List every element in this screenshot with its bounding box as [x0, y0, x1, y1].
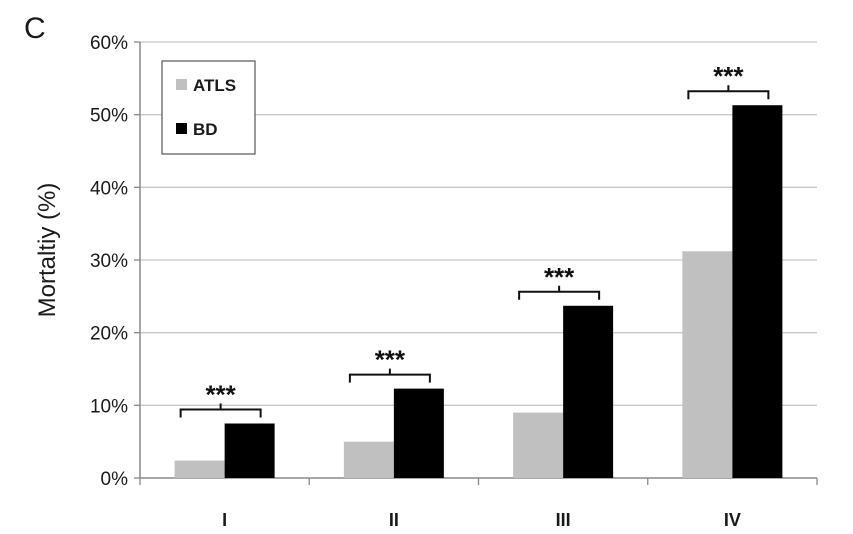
bars [174, 105, 783, 478]
significance-label: *** [205, 380, 236, 410]
y-tick-label: 10% [90, 396, 128, 417]
legend-swatch-atls [176, 79, 187, 90]
x-tick-label: III [556, 510, 571, 530]
y-tick-label: 30% [90, 251, 128, 272]
y-tick-label: 0% [101, 469, 129, 490]
legend: ATLS BD [161, 60, 256, 155]
significance-bracket [179, 403, 262, 418]
legend-label-bd: BD [193, 120, 218, 139]
significance-label: *** [375, 345, 406, 375]
significance-annotations: *** *** *** *** [179, 61, 770, 418]
significance-bracket [518, 285, 601, 300]
bar-atls-iii [513, 412, 564, 478]
significance-label: *** [713, 61, 744, 91]
y-axis-title: Mortaltiy (%) [34, 183, 61, 318]
y-tick-label: 20% [90, 324, 128, 345]
significance-label: *** [544, 262, 575, 292]
x-tick-label: IV [724, 510, 741, 530]
axis-labels: 0%10%20%30%40%50%60%I II III IV [90, 33, 741, 530]
bar-atls-ii [343, 441, 394, 478]
bar-bd-iv [732, 105, 783, 478]
y-tick-label: 40% [90, 178, 128, 199]
bar-bd-iii [563, 305, 614, 478]
significance-bracket [687, 85, 770, 100]
legend-box [161, 60, 256, 155]
y-tick-label: 50% [90, 106, 128, 127]
bar-bd-i [224, 423, 275, 478]
legend-label-atls: ATLS [193, 76, 236, 95]
bar-atls-iv [682, 251, 733, 478]
x-tick-label: II [389, 510, 399, 530]
y-tick-label: 60% [90, 33, 128, 54]
bar-atls-i [174, 460, 225, 478]
legend-swatch-bd [176, 123, 187, 134]
significance-bracket [348, 368, 431, 383]
x-tick-label: I [222, 510, 227, 530]
bar-bd-ii [393, 388, 444, 478]
panel-letter: C [24, 12, 46, 45]
